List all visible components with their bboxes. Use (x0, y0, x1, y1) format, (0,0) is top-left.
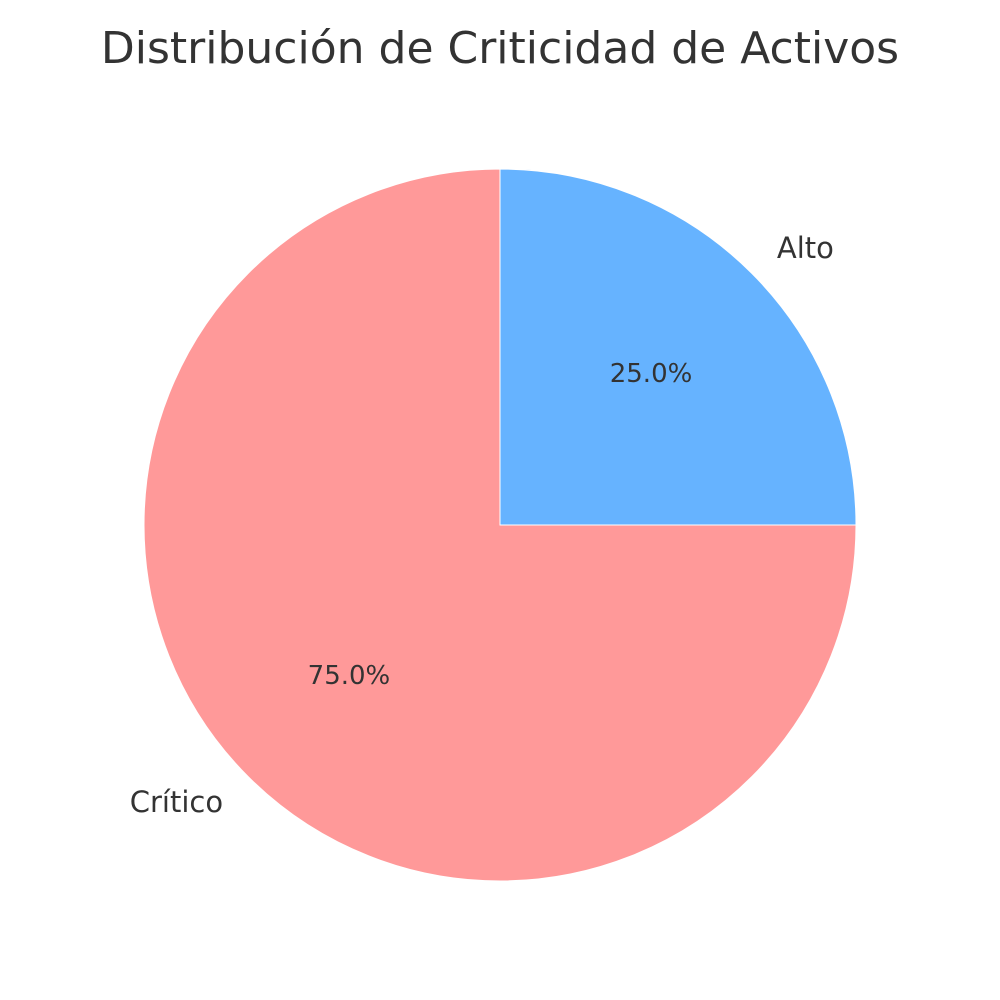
pie-slices (143, 168, 857, 882)
pie-slice-1 (499, 168, 857, 526)
slice-label-1: Alto (777, 231, 834, 265)
slice-label-2: Crítico (130, 785, 223, 819)
chart-title: Distribución de Criticidad de Activos (100, 23, 900, 74)
slice-percent-2: 75.0% (308, 661, 391, 691)
pie-slice-2 (143, 168, 857, 882)
slice-percent-1: 25.0% (610, 359, 693, 389)
pie-labels: Alto 25.0% Crítico 75.0% (130, 231, 834, 819)
